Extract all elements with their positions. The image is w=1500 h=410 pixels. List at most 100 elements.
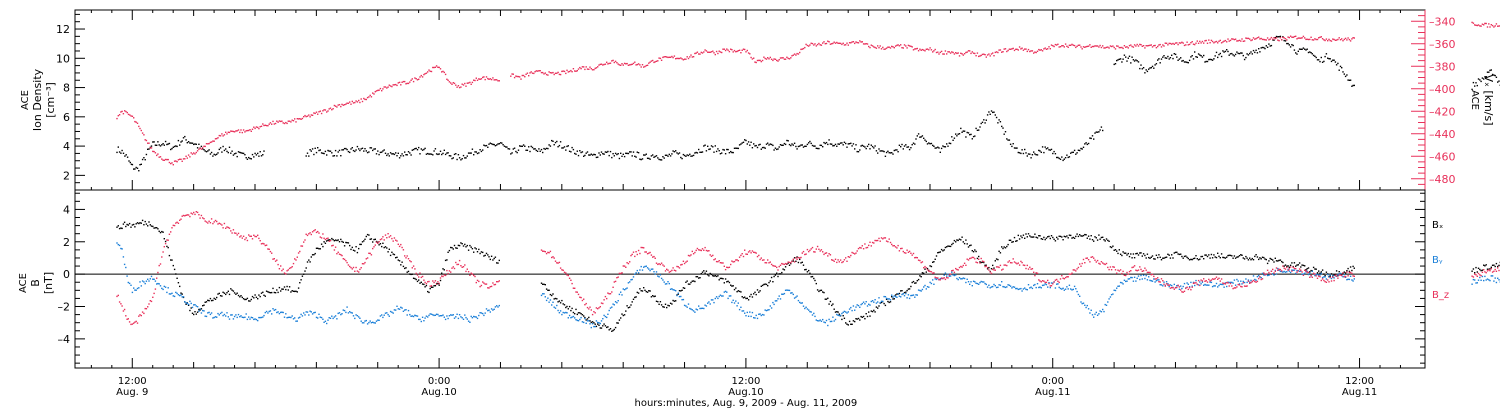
data-point — [1227, 254, 1229, 257]
data-point — [1171, 54, 1173, 56]
data-point — [432, 286, 434, 288]
data-point — [1178, 288, 1181, 290]
data-point — [1160, 284, 1163, 286]
data-point — [1307, 273, 1310, 276]
data-point — [708, 275, 710, 277]
data-point — [1075, 288, 1077, 290]
data-point — [1045, 237, 1048, 239]
data-point — [998, 250, 1000, 252]
data-point — [203, 310, 205, 312]
data-point — [571, 307, 573, 310]
data-point — [480, 284, 483, 287]
data-point — [859, 246, 861, 249]
data-point — [1338, 37, 1340, 39]
data-point — [1335, 270, 1338, 272]
data-point — [787, 140, 789, 142]
data-point — [1283, 270, 1285, 273]
data-point — [484, 78, 486, 81]
data-point — [418, 318, 420, 321]
data-point — [374, 238, 376, 240]
data-point — [1194, 284, 1196, 287]
data-point — [253, 318, 255, 321]
data-point — [611, 60, 613, 62]
data-point — [823, 321, 825, 323]
data-point — [715, 50, 718, 53]
data-point — [805, 43, 807, 46]
data-point — [901, 47, 903, 49]
data-point — [709, 148, 711, 150]
data-point — [653, 61, 655, 64]
data-point — [170, 162, 172, 165]
data-point — [1315, 38, 1317, 41]
data-point — [322, 318, 324, 320]
data-point — [1133, 44, 1136, 46]
data-point — [938, 147, 940, 149]
data-point — [1118, 46, 1120, 49]
data-point — [356, 101, 359, 103]
data-point — [728, 295, 731, 297]
data-point — [1250, 39, 1252, 42]
data-point — [893, 298, 895, 300]
data-point — [1099, 129, 1101, 131]
data-point — [350, 103, 352, 105]
data-point — [177, 222, 180, 224]
data-point — [722, 295, 724, 297]
data-point — [657, 275, 659, 277]
data-point — [864, 43, 866, 45]
data-point — [244, 131, 246, 133]
y-tick-label: –400 — [1429, 83, 1456, 96]
data-point — [138, 222, 140, 225]
data-point — [1009, 48, 1012, 50]
data-point — [1334, 273, 1337, 276]
data-point — [292, 262, 295, 265]
data-point — [820, 289, 823, 291]
data-point — [167, 287, 169, 289]
data-point — [227, 131, 229, 133]
data-point — [885, 47, 888, 49]
data-point — [359, 268, 361, 271]
data-point — [662, 156, 664, 158]
data-point — [1494, 265, 1496, 268]
data-point — [378, 244, 380, 246]
data-point — [221, 133, 223, 135]
data-point — [124, 155, 126, 157]
data-point — [246, 129, 249, 132]
data-point — [254, 294, 256, 296]
data-point — [1206, 42, 1209, 44]
data-point — [286, 285, 288, 288]
data-point — [1117, 59, 1119, 61]
data-point — [828, 318, 830, 321]
data-point — [273, 123, 275, 125]
data-point — [209, 141, 212, 144]
data-point — [1353, 267, 1355, 269]
data-point — [456, 263, 458, 266]
data-point — [595, 156, 598, 159]
data-point — [574, 287, 576, 289]
data-point — [703, 307, 705, 310]
data-point — [542, 283, 544, 285]
data-point — [903, 252, 906, 254]
data-point — [1029, 235, 1031, 237]
data-point — [273, 258, 275, 260]
data-point — [1162, 257, 1164, 259]
data-point — [1310, 269, 1312, 272]
data-point — [677, 292, 679, 294]
data-point — [632, 276, 635, 278]
data-point — [583, 321, 585, 324]
data-point — [400, 243, 402, 246]
data-point — [530, 71, 532, 73]
data-point — [896, 293, 898, 295]
data-point — [809, 44, 811, 46]
data-point — [870, 44, 872, 46]
data-point — [304, 314, 306, 316]
data-point — [981, 53, 984, 56]
data-point — [1064, 43, 1067, 45]
data-point — [933, 261, 935, 263]
data-point — [1275, 35, 1278, 38]
data-point — [430, 285, 433, 287]
data-point — [1098, 234, 1100, 236]
data-point — [792, 258, 794, 260]
data-point — [567, 274, 569, 277]
data-point — [281, 288, 283, 290]
data-point — [259, 316, 261, 319]
